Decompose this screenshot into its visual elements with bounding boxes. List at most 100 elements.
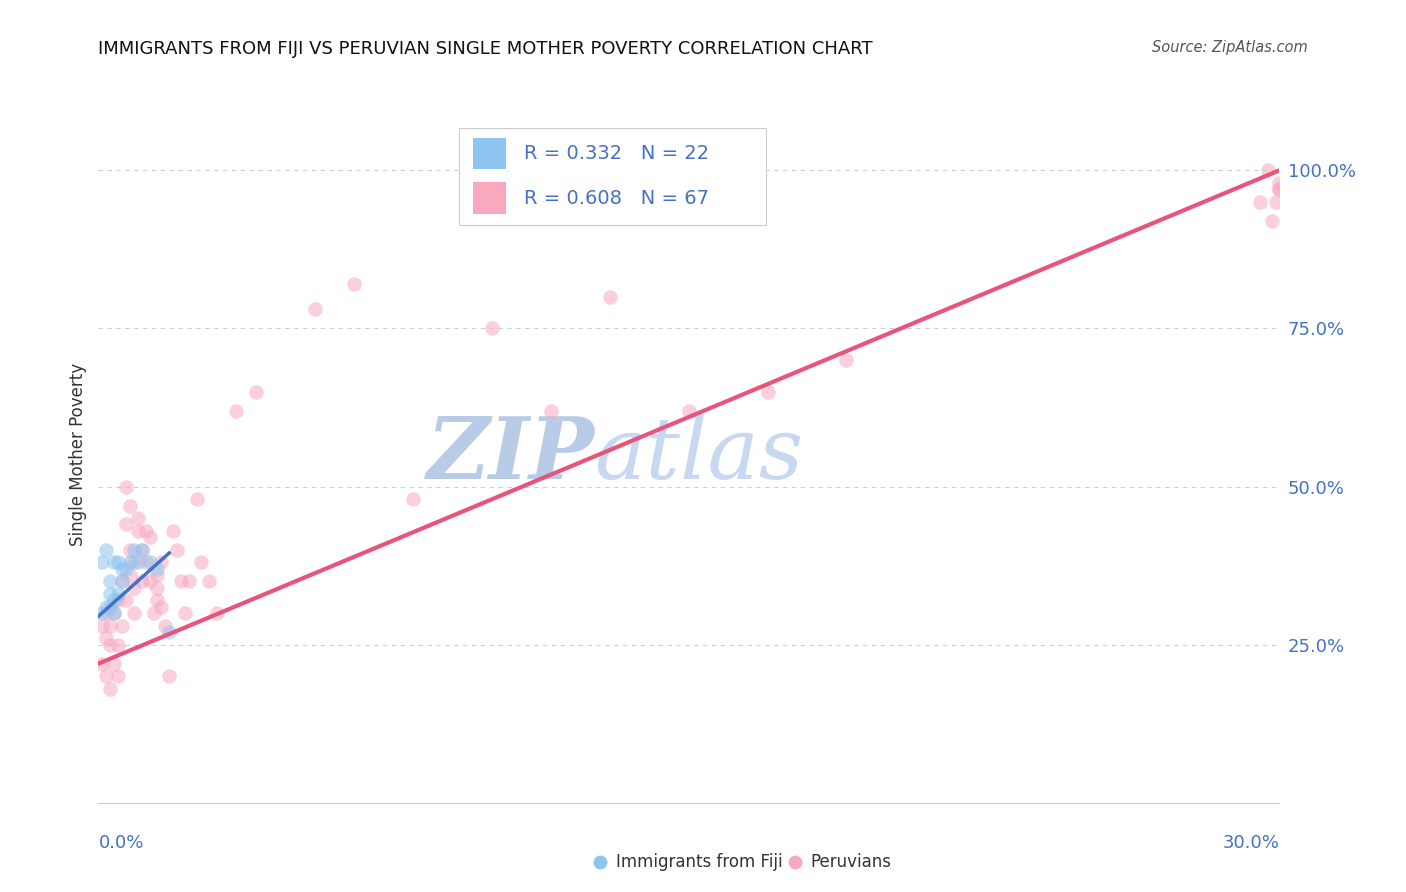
Point — [98, 618, 121, 632]
Text: 0.0%: 0.0% — [98, 834, 143, 852]
Point — [157, 625, 180, 640]
Point — [98, 681, 121, 696]
Point — [111, 618, 134, 632]
Point — [118, 542, 141, 557]
Point — [150, 556, 173, 570]
Text: IMMIGRANTS FROM FIJI VS PERUVIAN SINGLE MOTHER POVERTY CORRELATION CHART: IMMIGRANTS FROM FIJI VS PERUVIAN SINGLE … — [98, 40, 873, 58]
Point — [540, 403, 562, 417]
Point — [91, 618, 114, 632]
Point — [304, 302, 326, 317]
Point — [343, 277, 366, 292]
Point — [118, 499, 141, 513]
FancyBboxPatch shape — [472, 183, 506, 213]
Point — [115, 562, 138, 576]
Y-axis label: Single Mother Poverty: Single Mother Poverty — [69, 363, 87, 547]
Point — [835, 353, 858, 368]
Point — [142, 606, 165, 620]
Point — [122, 542, 145, 557]
Point — [1268, 182, 1291, 196]
Point — [131, 574, 153, 589]
Point — [205, 606, 228, 620]
Point — [1260, 214, 1282, 228]
Point — [599, 290, 621, 304]
Point — [197, 574, 219, 589]
Text: ZIP: ZIP — [426, 413, 595, 497]
Point — [157, 669, 180, 683]
Point — [225, 403, 247, 417]
Point — [111, 574, 134, 589]
Point — [103, 606, 125, 620]
Point — [91, 556, 114, 570]
Point — [402, 492, 425, 507]
Point — [91, 657, 114, 671]
Point — [96, 599, 118, 614]
Point — [96, 542, 118, 557]
Point — [135, 524, 157, 538]
Point — [166, 542, 188, 557]
Text: Peruvians: Peruvians — [811, 853, 891, 871]
Point — [131, 542, 153, 557]
Point — [91, 606, 114, 620]
Point — [98, 599, 121, 614]
Point — [481, 321, 503, 335]
Point — [174, 606, 197, 620]
Text: Immigrants from Fiji: Immigrants from Fiji — [616, 853, 782, 871]
Point — [96, 606, 118, 620]
Point — [146, 593, 169, 607]
Point — [115, 593, 138, 607]
Point — [146, 562, 169, 576]
Point — [107, 669, 129, 683]
Point — [756, 384, 779, 399]
Point — [150, 599, 173, 614]
Point — [98, 587, 121, 601]
Point — [107, 556, 129, 570]
FancyBboxPatch shape — [472, 137, 506, 169]
Point — [122, 556, 145, 570]
Point — [138, 556, 160, 570]
Point — [118, 568, 141, 582]
Point — [111, 574, 134, 589]
Text: atlas: atlas — [595, 414, 804, 496]
Point — [138, 574, 160, 589]
Point — [162, 524, 184, 538]
Point — [146, 568, 169, 582]
Point — [138, 530, 160, 544]
Point — [1264, 194, 1286, 209]
Text: Source: ZipAtlas.com: Source: ZipAtlas.com — [1152, 40, 1308, 55]
Point — [155, 618, 177, 632]
Point — [678, 403, 700, 417]
Point — [146, 581, 169, 595]
Point — [122, 606, 145, 620]
Point — [245, 384, 267, 399]
Point — [122, 581, 145, 595]
FancyBboxPatch shape — [458, 128, 766, 226]
Point — [1268, 182, 1291, 196]
Point — [96, 669, 118, 683]
Text: R = 0.332   N = 22: R = 0.332 N = 22 — [523, 144, 709, 162]
Point — [170, 574, 193, 589]
Point — [115, 479, 138, 493]
Point — [98, 574, 121, 589]
Point — [115, 517, 138, 532]
Point — [1257, 163, 1279, 178]
Point — [135, 556, 157, 570]
Point — [107, 593, 129, 607]
Text: R = 0.608   N = 67: R = 0.608 N = 67 — [523, 188, 709, 208]
Point — [127, 511, 149, 525]
Point — [127, 556, 149, 570]
Point — [186, 492, 208, 507]
Point — [107, 638, 129, 652]
Text: 30.0%: 30.0% — [1223, 834, 1279, 852]
Point — [131, 542, 153, 557]
Point — [118, 556, 141, 570]
Point — [190, 556, 212, 570]
Point — [127, 524, 149, 538]
Point — [177, 574, 200, 589]
Point — [103, 593, 125, 607]
Point — [96, 632, 118, 646]
Point — [107, 587, 129, 601]
Point — [98, 638, 121, 652]
Point — [103, 657, 125, 671]
Point — [1268, 176, 1291, 190]
Point — [1249, 194, 1271, 209]
